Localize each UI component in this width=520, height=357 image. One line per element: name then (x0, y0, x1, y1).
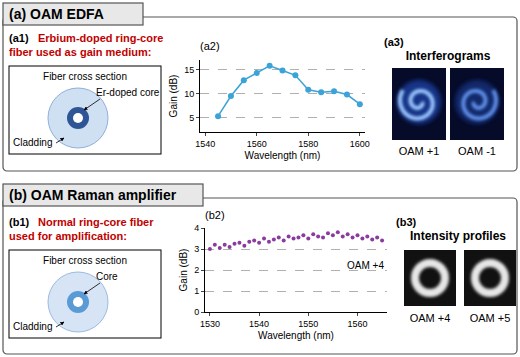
svg-text:(a3): (a3) (384, 36, 404, 48)
svg-text:(b1): (b1) (9, 216, 30, 228)
svg-text:1560: 1560 (347, 319, 367, 329)
svg-text:OAM +5: OAM +5 (470, 312, 511, 324)
svg-text:Cladding: Cladding (13, 137, 52, 148)
svg-text:1540: 1540 (195, 139, 215, 149)
svg-text:5: 5 (189, 113, 194, 123)
svg-text:Normal ring-core fiber: Normal ring-core fiber (38, 216, 154, 228)
svg-text:(b) OAM Raman amplifier: (b) OAM Raman amplifier (9, 187, 177, 203)
svg-text:1550: 1550 (298, 319, 318, 329)
svg-text:10: 10 (184, 89, 194, 99)
svg-text:4: 4 (194, 223, 199, 233)
svg-text:used for amplification:: used for amplification: (9, 230, 127, 242)
svg-text:1: 1 (194, 286, 199, 296)
svg-text:0: 0 (194, 307, 199, 317)
svg-text:Gain (dB): Gain (dB) (168, 75, 179, 118)
svg-text:1600: 1600 (350, 139, 370, 149)
svg-text:Fiber cross section: Fiber cross section (43, 255, 127, 266)
svg-text:(a1): (a1) (9, 32, 29, 44)
svg-text:Interferograms: Interferograms (406, 49, 491, 63)
svg-text:OAM +1: OAM +1 (399, 145, 440, 157)
svg-text:3: 3 (194, 244, 199, 254)
svg-text:Erbium-doped ring-core: Erbium-doped ring-core (38, 32, 163, 44)
svg-text:15: 15 (184, 65, 194, 75)
svg-text:Cladding: Cladding (13, 321, 52, 332)
svg-text:(b3): (b3) (396, 216, 417, 228)
svg-text:fiber used as gain medium:: fiber used as gain medium: (9, 46, 151, 58)
svg-text:(a2): (a2) (200, 40, 220, 52)
svg-text:Gain (dB): Gain (dB) (178, 249, 189, 292)
svg-text:2: 2 (194, 265, 199, 275)
svg-text:OAM -1: OAM -1 (458, 145, 496, 157)
svg-text:1540: 1540 (249, 319, 269, 329)
svg-text:1560: 1560 (247, 139, 267, 149)
svg-text:Fiber cross section: Fiber cross section (43, 71, 127, 82)
svg-text:(a) OAM EDFA: (a) OAM EDFA (9, 6, 104, 22)
svg-text:1530: 1530 (200, 319, 220, 329)
svg-text:Er-doped core: Er-doped core (96, 87, 160, 98)
svg-text:1580: 1580 (298, 139, 318, 149)
svg-text:Intensity profiles: Intensity profiles (410, 229, 506, 243)
svg-text:Wavelength (nm): Wavelength (nm) (258, 330, 334, 341)
svg-text:(b2): (b2) (205, 209, 225, 221)
svg-text:Wavelength (nm): Wavelength (nm) (245, 150, 321, 161)
svg-text:OAM +4: OAM +4 (410, 312, 451, 324)
svg-text:OAM +4: OAM +4 (347, 260, 384, 271)
svg-text:Core: Core (96, 271, 118, 282)
